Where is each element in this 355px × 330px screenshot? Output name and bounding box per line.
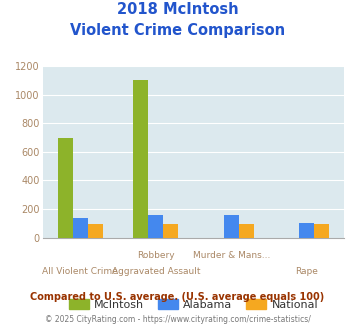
Text: 2018 McIntosh: 2018 McIntosh bbox=[117, 2, 238, 16]
Bar bbox=[73, 217, 88, 238]
Bar bbox=[299, 223, 314, 238]
Bar bbox=[239, 224, 254, 238]
Text: Aggravated Assault: Aggravated Assault bbox=[111, 267, 200, 276]
Bar bbox=[58, 138, 73, 238]
Legend: McIntosh, Alabama, National: McIntosh, Alabama, National bbox=[64, 295, 323, 314]
Text: Compared to U.S. average. (U.S. average equals 100): Compared to U.S. average. (U.S. average … bbox=[31, 292, 324, 302]
Text: Violent Crime Comparison: Violent Crime Comparison bbox=[70, 23, 285, 38]
Bar bbox=[148, 215, 163, 238]
Bar bbox=[163, 224, 178, 238]
Bar bbox=[88, 224, 103, 238]
Text: © 2025 CityRating.com - https://www.cityrating.com/crime-statistics/: © 2025 CityRating.com - https://www.city… bbox=[45, 315, 310, 324]
Text: Murder & Mans...: Murder & Mans... bbox=[192, 251, 270, 260]
Text: All Violent Crime: All Violent Crime bbox=[43, 267, 118, 276]
Bar bbox=[314, 224, 329, 238]
Bar bbox=[133, 80, 148, 238]
Text: Rape: Rape bbox=[295, 267, 318, 276]
Text: Robbery: Robbery bbox=[137, 251, 175, 260]
Bar bbox=[224, 215, 239, 238]
